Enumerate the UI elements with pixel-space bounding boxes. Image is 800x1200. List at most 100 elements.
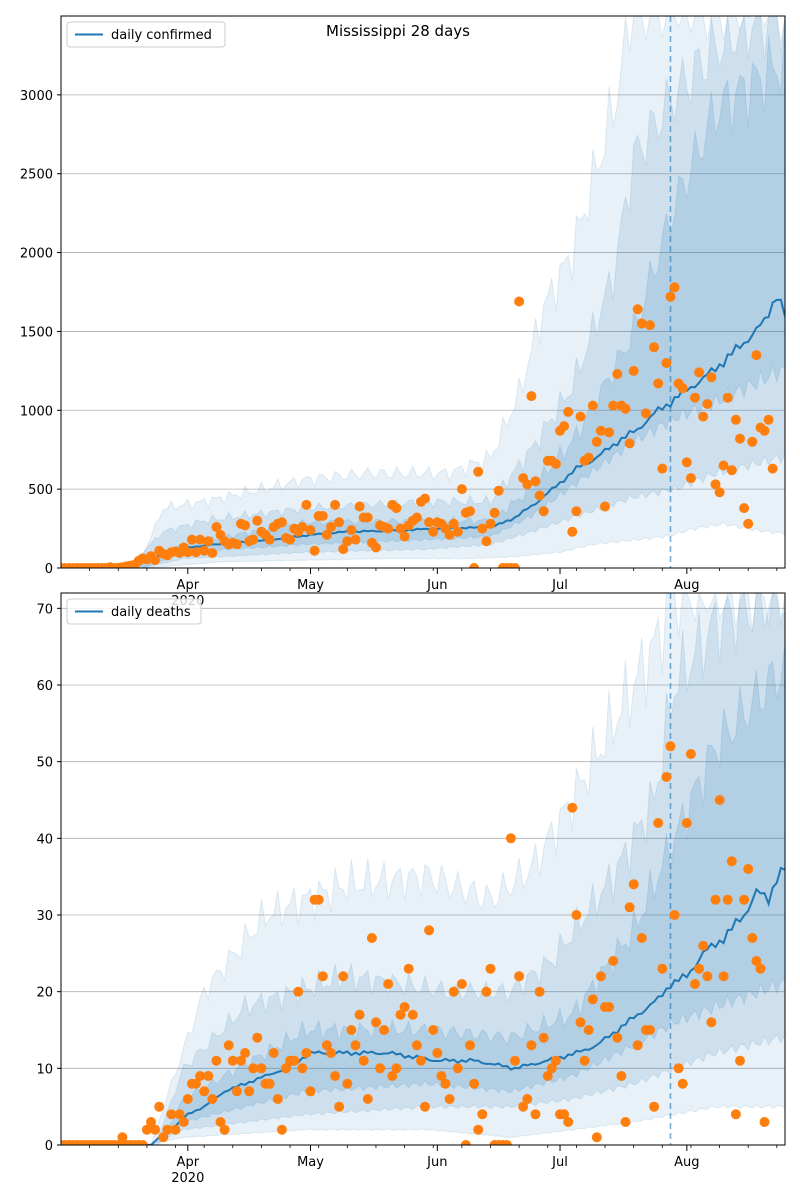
deaths-data-point <box>649 1101 660 1112</box>
confirmed-data-point <box>702 399 713 409</box>
confirmed-data-point <box>534 490 545 501</box>
deaths-data-point <box>317 971 328 982</box>
deaths-data-point <box>403 963 414 974</box>
confirmed-data-point <box>371 542 381 553</box>
deaths-gridlines <box>61 607 785 1146</box>
confirmed-data-point <box>383 523 394 534</box>
deaths-data-point <box>272 1094 283 1104</box>
confirmed-data-point <box>182 547 193 558</box>
confirmed-data-point <box>199 545 210 556</box>
deaths-data-point <box>264 1078 275 1089</box>
confirmed-data-point <box>636 318 647 329</box>
confirmed-data-point <box>477 523 488 534</box>
confirmed-data-point <box>452 526 463 537</box>
deaths-data-point <box>702 971 713 982</box>
deaths-legend-label: daily deaths <box>111 605 191 620</box>
deaths-data-point <box>481 986 492 997</box>
confirmed-data-point <box>211 522 222 532</box>
deaths-data-point <box>739 894 750 905</box>
confirmed-data-point <box>591 436 602 447</box>
deaths-data-point <box>690 979 700 989</box>
deaths-data-point <box>117 1132 128 1143</box>
confirmed-data-point <box>739 503 750 514</box>
deaths-data-point <box>456 979 467 989</box>
deaths-band-2 <box>61 640 785 1145</box>
confirmed-xtick-label: Aug <box>674 578 699 593</box>
confirmed-xtick-label: Apr <box>177 578 200 593</box>
deaths-data-point <box>546 1063 557 1074</box>
deaths-data-point <box>158 1132 169 1143</box>
confirmed-data-point <box>350 534 361 545</box>
deaths-data-point <box>730 1109 741 1120</box>
deaths-data-point <box>440 1078 451 1089</box>
deaths-xtick-label: Apr <box>177 1155 200 1170</box>
deaths-xtick-label: Jul <box>551 1155 568 1170</box>
confirmed-data-point <box>207 548 218 558</box>
deaths-data-point <box>387 1071 398 1081</box>
deaths-ytick-label: 30 <box>36 909 53 924</box>
confirmed-data-point <box>297 522 308 532</box>
deaths-data-point <box>477 1109 488 1120</box>
deaths-data-point <box>706 1017 717 1028</box>
confirmed-xtick-label: May <box>297 578 324 593</box>
confirmed-data-point <box>411 512 422 523</box>
deaths-data-point <box>559 1109 570 1120</box>
confirmed-data-point <box>649 342 660 353</box>
confirmed-data-point <box>317 511 328 521</box>
confirmed-data-point <box>150 555 161 566</box>
deaths-data-point <box>301 1048 312 1058</box>
confirmed-data-point <box>681 457 692 468</box>
confirmed-data-point <box>763 414 774 425</box>
deaths-xtick-label: Jun <box>426 1155 447 1170</box>
deaths-data-point <box>534 986 545 997</box>
confirmed-xtick-label: Jul <box>551 578 568 593</box>
deaths-data-point <box>178 1117 189 1127</box>
confirmed-data-point <box>718 460 729 471</box>
deaths-data-point <box>219 1124 230 1135</box>
confirmed-data-point <box>706 372 717 383</box>
confirmed-data-point <box>600 501 610 512</box>
confirmed-data-point <box>759 425 770 436</box>
deaths-data-point <box>530 1109 541 1120</box>
confirmed-data-point <box>522 479 533 490</box>
deaths-data-point <box>444 1094 455 1104</box>
confirmed-data-point <box>186 534 197 545</box>
deaths-data-point <box>448 986 459 997</box>
deaths-data-point <box>211 1055 222 1066</box>
deaths-data-point <box>150 1124 161 1135</box>
deaths-data-point <box>612 1032 623 1043</box>
deaths-data-point <box>281 1063 291 1074</box>
confirmed-data-point <box>608 400 619 411</box>
deaths-data-point <box>256 1063 267 1074</box>
confirmed-legend-box <box>66 21 226 48</box>
deaths-data-point <box>698 940 709 951</box>
deaths-data-point <box>154 1101 165 1112</box>
deaths-data-point <box>685 749 696 759</box>
deaths-data-point <box>146 1117 156 1127</box>
deaths-ytick-label: 70 <box>36 602 53 617</box>
deaths-data-point <box>162 1124 173 1135</box>
deaths-xtick-label: Aug <box>674 1155 699 1170</box>
confirmed-data-point <box>665 291 676 302</box>
confirmed-data-point <box>583 452 594 463</box>
deaths-data-point <box>628 879 639 890</box>
deaths-data-point <box>174 1109 185 1120</box>
confirmed-data-point <box>657 463 668 474</box>
deaths-data-point <box>416 1055 426 1066</box>
deaths-data-point <box>297 1063 308 1074</box>
deaths-data-point <box>191 1078 201 1089</box>
deaths-data-point <box>354 1009 365 1020</box>
deaths-data-point <box>321 1040 332 1051</box>
deaths-data-point <box>313 894 324 905</box>
deaths-data-point <box>452 1063 463 1074</box>
confirmed-data-point <box>428 526 439 537</box>
confirmed-ytick-label: 1500 <box>20 325 53 340</box>
confirmed-data-point <box>285 534 296 545</box>
confirmed-ytick-label: 1000 <box>20 404 53 419</box>
deaths-data-point <box>473 1124 484 1135</box>
confirmed-data-point <box>640 408 651 419</box>
deaths-data-point <box>432 1048 443 1058</box>
confirmed-data-point <box>195 534 206 545</box>
deaths-data-point <box>608 956 619 966</box>
confirmed-data-point <box>604 427 615 438</box>
